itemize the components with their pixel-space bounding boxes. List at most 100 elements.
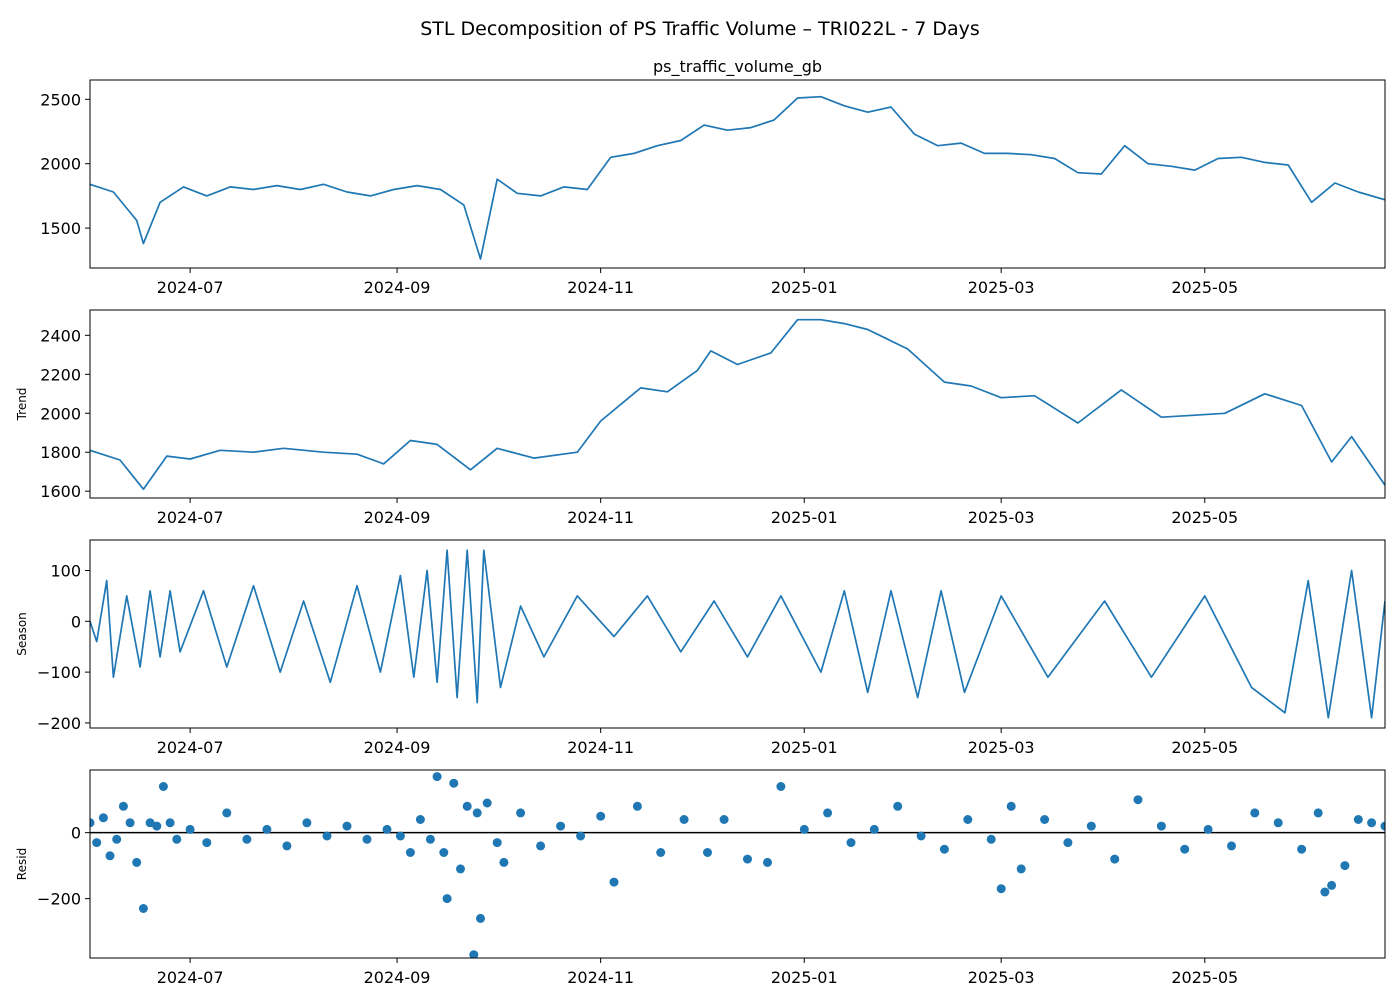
x-tick-label: 2025-05 [1171,968,1238,987]
y-tick-label: −100 [37,663,81,682]
resid-point [118,801,128,811]
resid-point [472,808,482,818]
resid-point [1016,864,1026,874]
resid-point [939,844,949,854]
resid-point [439,848,449,857]
resid-point [262,824,272,834]
resid-point [743,854,752,864]
resid-point [105,851,115,861]
resid-point [719,815,729,824]
x-tick-label: 2025-03 [968,738,1035,757]
x-tick-label: 2025-01 [771,278,838,297]
panel-title: ps_traffic_volume_gb [653,57,822,77]
resid-point [1133,795,1143,805]
resid-point [1273,818,1283,828]
resid-point [449,778,459,788]
y-tick-label: −200 [37,890,81,909]
resid-point [609,877,619,887]
resid-point [1203,824,1213,834]
panels: 1500 2000 2500 2024-07 2024-09 2024-11 2025-01… [15,57,1386,987]
resid-point [469,950,479,958]
y-tick-label: 1600 [40,482,81,501]
panel-1: 1500 2000 2500 2024-07 2024-09 2024-11 2025-01… [40,57,1386,297]
resid-point [1340,861,1350,871]
resid-point [799,824,809,834]
resid-point [462,801,472,811]
y-axis-label: Resid [15,848,29,880]
x-tick-label: 2024-09 [364,508,431,527]
resid-point [703,848,712,857]
resid-point [1250,808,1260,818]
x-tick-label: 2024-07 [157,508,224,527]
y-tick-label: 2200 [40,365,81,384]
resid-point [442,894,452,904]
resid-point [425,834,435,844]
y-tick-label: 100 [50,561,81,580]
resid-point [92,838,102,848]
resid-point [846,838,856,848]
resid-point [456,864,465,874]
resid-point [1063,838,1073,848]
series-line-2 [90,318,1385,491]
panel-4: −200 0 2024-07 2024-09 2024-11 2025-01 2025-03… [15,769,1386,987]
resid-point [152,821,162,831]
resid-point [1313,808,1323,818]
x-tick-label: 2024-11 [567,508,634,527]
x-tick-label: 2025-05 [1171,738,1238,757]
resid-point [823,808,833,818]
resid-point [125,818,135,828]
x-tick-label: 2025-03 [968,968,1035,987]
x-tick-label: 2025-01 [771,508,838,527]
resid-point [1353,815,1363,824]
resid-point [476,913,485,923]
y-tick-label: 2400 [40,326,81,345]
panel-data-2 [90,318,1385,491]
panel-data-4 [90,772,1385,958]
x-tick-label: 2024-11 [567,738,634,757]
resid-point [202,838,212,848]
resid-point [405,848,415,857]
panel-frame-2 [89,309,1386,499]
resid-point [482,798,492,808]
resid-point [362,834,372,844]
resid-point [996,884,1006,894]
resid-point [282,841,292,851]
y-tick-label: 2500 [40,90,81,109]
panel-frame-3 [89,539,1386,729]
x-tick-label: 2025-03 [968,508,1035,527]
series-line-3 [90,549,1385,719]
resid-point [242,834,252,844]
resid-point [1180,844,1190,854]
x-tick-label: 2024-07 [157,968,224,987]
y-tick-label: 2000 [40,404,81,423]
resid-point [1227,841,1236,851]
x-tick-label: 2024-11 [567,968,634,987]
resid-point [185,824,195,834]
x-tick-label: 2024-09 [364,278,431,297]
panel-data-1 [90,95,1385,260]
resid-point [776,782,786,791]
resid-point [138,904,148,913]
resid-point [492,838,502,848]
x-tick-label: 2024-11 [567,278,634,297]
resid-point [302,818,312,828]
y-tick-label: 2000 [40,155,81,174]
resid-point [986,834,996,844]
y-tick-label: −200 [37,714,81,733]
resid-point [1297,844,1307,854]
resid-point [342,821,352,831]
x-tick-label: 2024-07 [157,738,224,757]
resid-point [556,821,566,831]
resid-point [158,782,168,791]
x-tick-label: 2025-03 [968,278,1035,297]
x-tick-label: 2024-07 [157,278,224,297]
resid-point [165,818,175,828]
resid-point [382,824,392,834]
x-tick-label: 2024-09 [364,968,431,987]
resid-point [1156,821,1166,831]
resid-point [222,808,232,818]
resid-point [1086,821,1096,831]
resid-point [1040,815,1050,824]
resid-point [869,824,879,834]
